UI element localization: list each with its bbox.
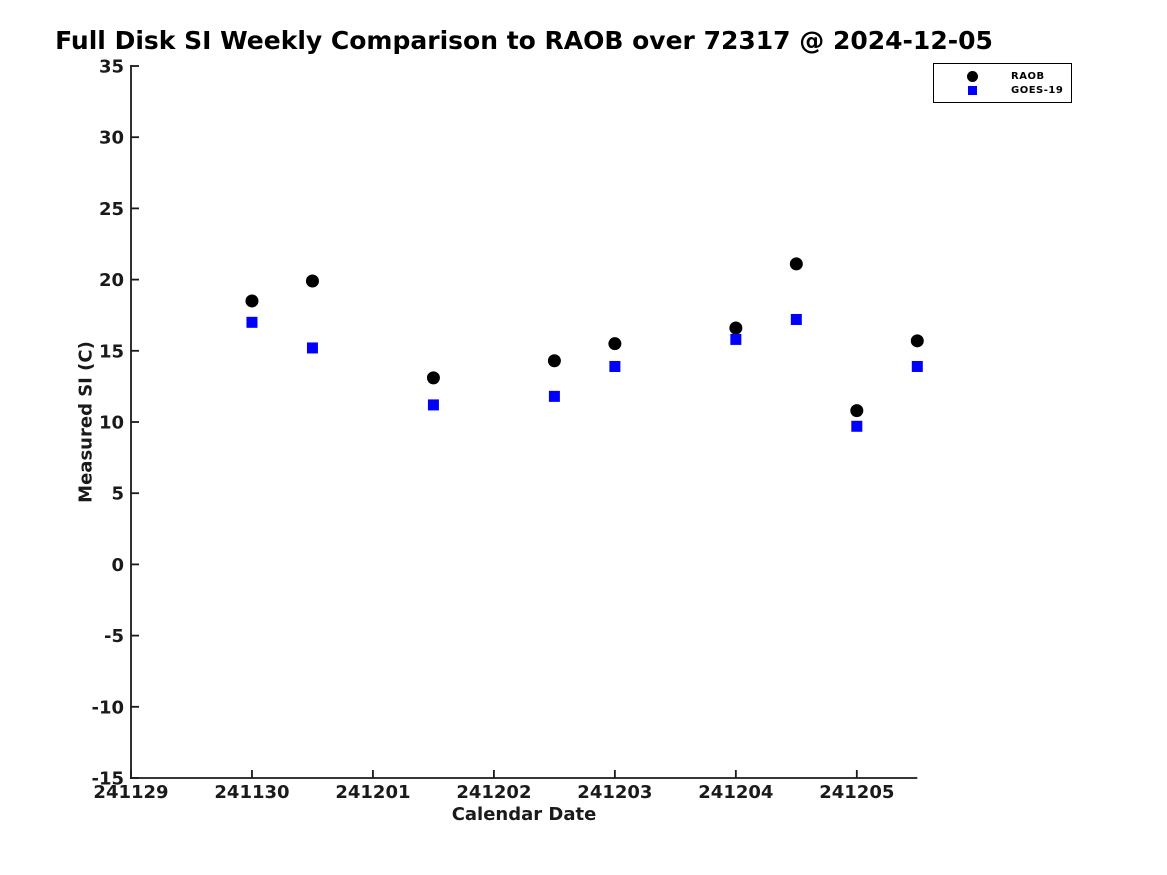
y-tick-label: 15	[99, 341, 124, 362]
legend-label-raob: RAOB	[1011, 70, 1045, 82]
data-point-goes-19	[609, 360, 621, 372]
data-point-raob	[789, 257, 803, 271]
y-tick-label: -5	[104, 626, 124, 647]
x-tick-label: 241203	[577, 782, 652, 803]
y-tick-label: 30	[99, 128, 124, 149]
y-tick-label: 25	[99, 199, 124, 220]
x-tick-label: 241129	[93, 782, 168, 803]
y-tick-label: -10	[91, 697, 124, 718]
legend-entry-raob: RAOB	[934, 69, 1071, 83]
x-tick-label: 241130	[214, 782, 289, 803]
x-tick-label: 241202	[456, 782, 531, 803]
data-point-goes-19	[427, 399, 439, 411]
y-tick-label: 10	[99, 413, 124, 434]
data-point-raob	[850, 404, 864, 418]
y-tick-label: 0	[111, 555, 124, 576]
legend-label-goes-19: GOES-19	[1011, 84, 1064, 96]
y-axis-label: Measured SI (C)	[75, 341, 97, 503]
y-tick-label: -15	[91, 769, 124, 790]
data-point-goes-19	[548, 390, 560, 402]
x-tick-label: 241204	[698, 782, 773, 803]
legend-entry-goes-19: GOES-19	[934, 83, 1071, 97]
data-point-goes-19	[306, 342, 318, 354]
data-point-raob	[910, 334, 924, 348]
data-point-goes-19	[851, 420, 863, 432]
data-point-goes-19	[911, 360, 923, 372]
data-point-raob	[305, 274, 319, 288]
data-point-raob	[547, 354, 561, 368]
y-tick-label: 35	[99, 57, 124, 78]
data-point-goes-19	[790, 313, 802, 325]
legend-icon-column	[934, 70, 1011, 82]
x-tick-label: 241205	[819, 782, 894, 803]
data-point-raob	[426, 371, 440, 385]
goes-19-marker-icon	[968, 85, 977, 95]
data-point-goes-19	[730, 333, 742, 345]
raob-marker-icon	[967, 70, 978, 82]
data-point-raob	[608, 337, 622, 351]
data-point-goes-19	[246, 316, 258, 328]
x-axis-label: Calendar Date	[451, 804, 597, 825]
chart-title: Full Disk SI Weekly Comparison to RAOB o…	[55, 26, 993, 55]
data-point-raob	[729, 321, 743, 335]
data-point-raob	[245, 294, 259, 308]
y-tick-label: 20	[99, 270, 124, 291]
legend-icon-column	[934, 85, 1011, 95]
legend: RAOB GOES-19	[933, 63, 1072, 103]
y-tick-label: 5	[111, 484, 124, 505]
x-tick-label: 241201	[335, 782, 410, 803]
